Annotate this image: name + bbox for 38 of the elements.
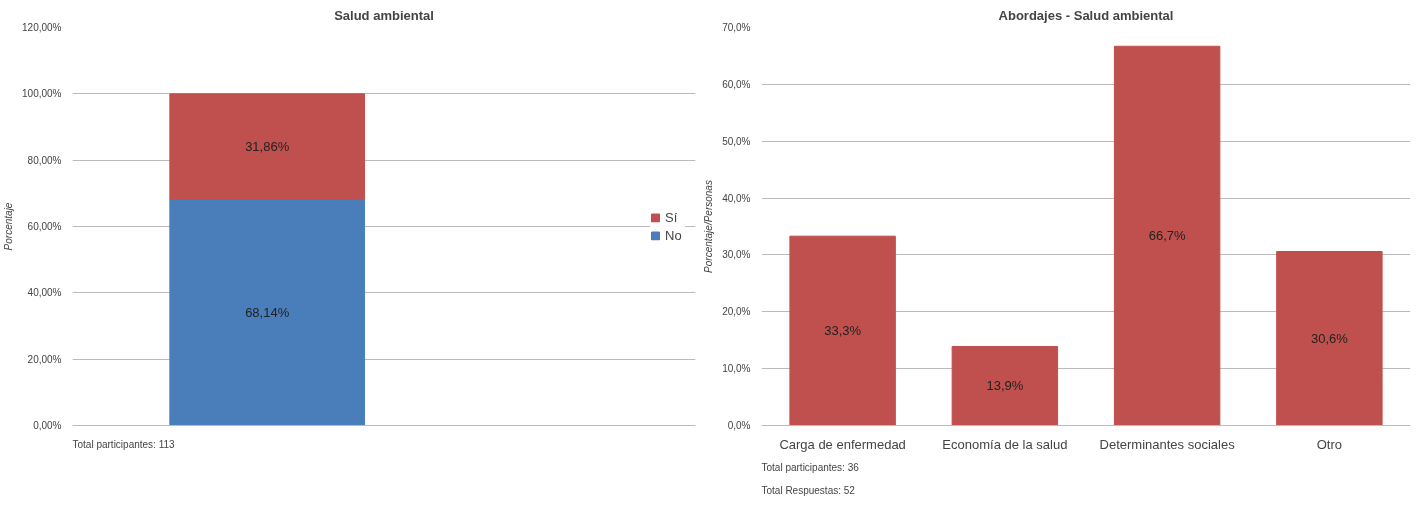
data-label: 31,86% [245,139,290,155]
y-tick-label: 80,00% [27,154,62,166]
x-tick-label: Otro [1316,436,1343,452]
y-axis-title: Porcentaje [3,202,15,251]
x-tick-label: Determinantes sociales [1099,436,1236,452]
y-tick-label: 60,0% [722,78,751,90]
data-label: 30,6% [1310,331,1349,347]
y-tick-label: 50,0% [722,135,751,147]
y-tick-label: 70,0% [722,22,751,33]
y-axis-title: Porcentaje/Personas [703,180,715,273]
y-tick-label: 60,00% [27,221,62,232]
x-tick-label: Carga de enfermedad [779,436,906,452]
y-tick-label: 20,00% [27,353,62,365]
bar [951,345,1059,426]
text: Total participantes: 36 [761,461,860,473]
text: Total Respuestas: 52 [761,484,856,496]
chart-title: Salud ambiental [334,7,434,23]
legend-label: No [665,227,683,243]
x-tick-label: Economía de la salud [942,436,1068,452]
y-tick-label: 100,00% [22,88,62,100]
bar [1276,251,1383,426]
bar [1113,45,1221,426]
y-tick-label: 0,00% [33,420,62,431]
y-tick-label: 40,00% [27,287,62,299]
data-label: 13,9% [986,378,1024,394]
y-tick-label: 0,0% [727,420,751,431]
y-tick-label: 10,0% [722,363,751,375]
legend-label: Sí [665,209,679,225]
text: Total participantes: 113 [72,438,176,450]
y-tick-label: 40,0% [722,192,751,204]
data-label: 33,3% [824,323,862,339]
data-label: 68,14% [245,305,290,320]
bar [789,235,896,426]
data-label: 66,7% [1148,228,1186,244]
y-tick-label: 120,00% [22,22,62,33]
chart-title: Abordajes - Salud ambiental [998,7,1174,23]
y-tick-label: 20,0% [722,306,751,318]
y-tick-label: 30,0% [722,249,751,261]
